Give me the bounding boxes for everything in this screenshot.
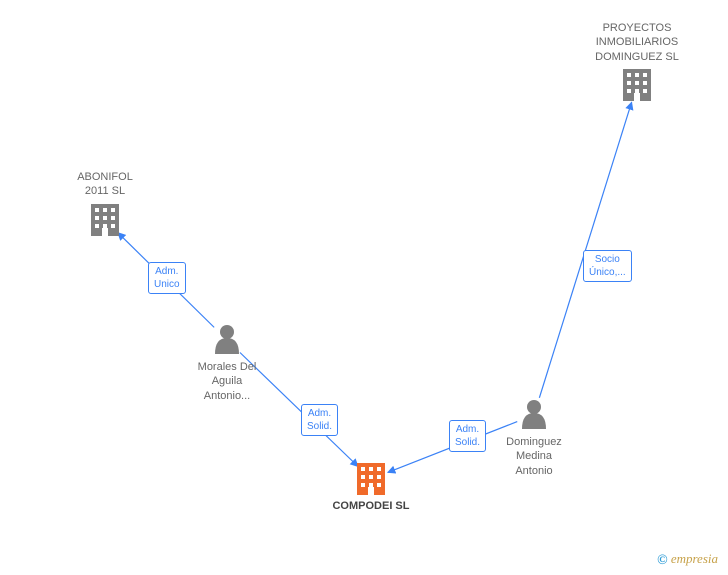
brand-name: empresia (671, 551, 718, 566)
node-label-dominguez: DominguezMedinaAntonio (474, 435, 594, 478)
edge-label: SocioÚnico,... (583, 250, 632, 282)
copyright-symbol: © (657, 553, 667, 568)
node-label-compodei: COMPODEI SL (311, 499, 431, 513)
watermark: © empresia (657, 551, 718, 569)
edge-label: Adm.Unico (148, 262, 186, 294)
edge-label: Adm.Solid. (301, 404, 338, 436)
node-label-abonifol: ABONIFOL2011 SL (45, 170, 165, 199)
node-label-proyectos: PROYECTOSINMOBILIARIOSDOMINGUEZ SL (577, 21, 697, 64)
diagram-canvas (0, 0, 728, 575)
node-label-morales: Morales DelAguilaAntonio... (167, 360, 287, 403)
